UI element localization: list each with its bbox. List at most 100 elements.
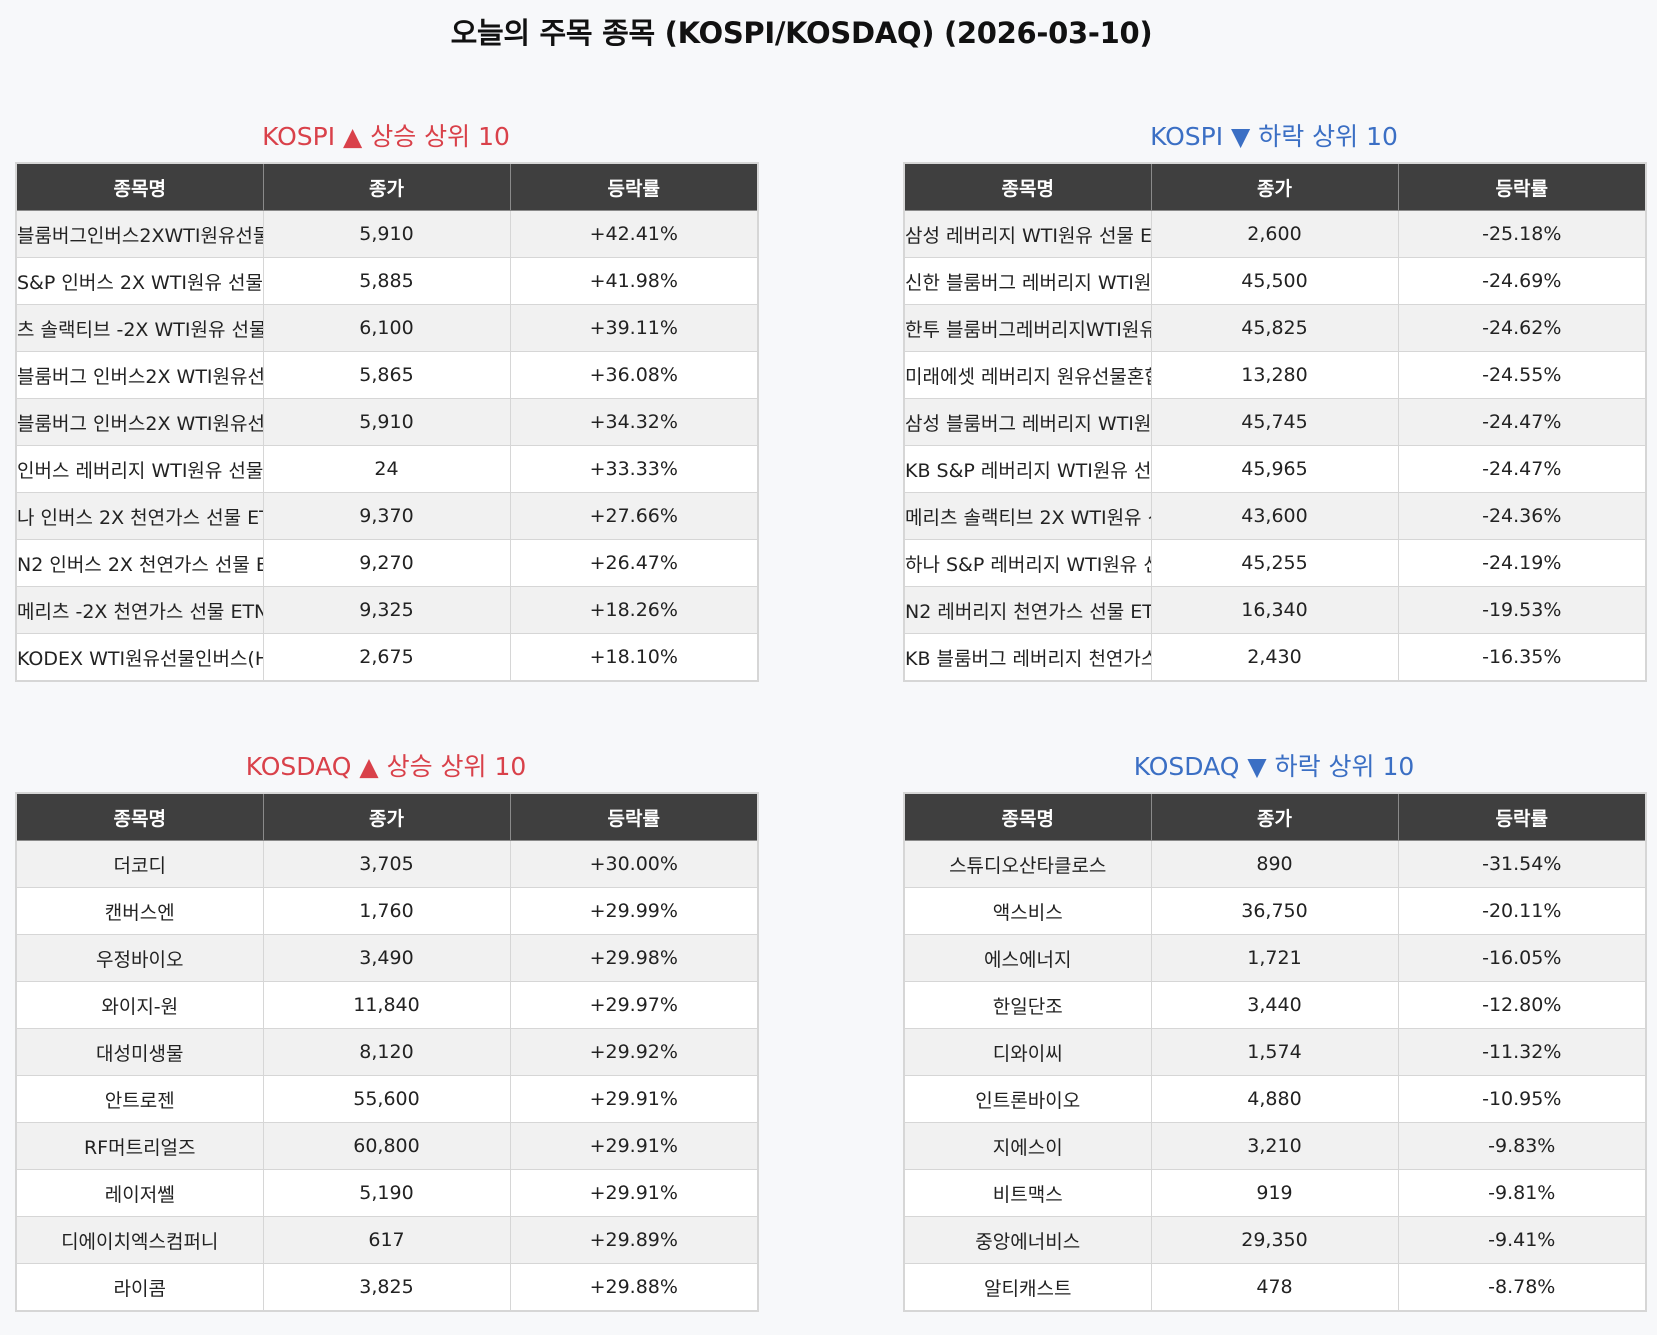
table-row: 하나 S&P 레버리지 WTI원유 선물 E45,255-24.19% (903, 539, 1647, 587)
close-price: 617 (262, 1216, 511, 1264)
close-price: 5,865 (262, 351, 511, 399)
table-row: 더코디 3,705 +30.00% (15, 840, 759, 888)
stock-name: 메리츠 -2X 천연가스 선물 ETN(H (17, 600, 263, 623)
stock-name-cell: 블룸버그 인버스2X WTI원유선물 (15, 398, 264, 446)
stock-name: 레이저쎌 (104, 1183, 175, 1206)
table-header-row: 종목명 종가 등락률 (903, 162, 1647, 211)
stock-name: 나 인버스 2X 천연가스 선물 ETN (17, 506, 263, 529)
close-price: 45,255 (1150, 539, 1399, 587)
stock-name: 더코디 (113, 854, 166, 877)
page-title: 오늘의 주목 종목 (KOSPI/KOSDAQ) (2026-03-10) (450, 16, 1153, 50)
table-row: 지에스이 3,210 -9.83% (903, 1122, 1647, 1170)
panel-kosdaq-up: KOSDAQ ▲ 상승 상위 10 종목명 종가 등락률 더코디 3,705 +30… (15, 748, 759, 1312)
table-kospi-down: 종목명 종가 등락률 삼성 레버리지 WTI원유 선물 ETI 2,600 -25.… (903, 162, 1647, 682)
panel-kospi-up: KOSPI ▲ 상승 상위 10 종목명 종가 등락률 블룸버그인버스2XWTI… (15, 118, 759, 682)
table-row: 삼성 블룸버그 레버리지 WTI원유선물45,745-24.47% (903, 398, 1647, 446)
close-price: 1,574 (1150, 1028, 1399, 1076)
stock-name: 삼성 레버리지 WTI원유 선물 ETI (905, 224, 1151, 247)
stock-name: 안트로젠 (104, 1089, 175, 1112)
stock-name-cell: 캔버스엔 (15, 887, 264, 935)
stock-name: KB 블룸버그 레버리지 천연가스 선물 (905, 647, 1150, 670)
stock-name: 블룸버그 인버스2X WTI원유선물 (17, 412, 263, 435)
stock-name-cell: KB 블룸버그 레버리지 천연가스 선물 (903, 633, 1152, 682)
stock-name-cell: 블룸버그인버스2XWTI원유선물 (15, 210, 264, 258)
stock-name-cell: 레이저쎌 (15, 1169, 264, 1217)
stock-name-cell: 삼성 레버리지 WTI원유 선물 ETI (903, 210, 1152, 258)
stock-name: RF머트리얼즈 (83, 1136, 196, 1159)
close-price: 478 (1150, 1263, 1399, 1312)
table-row: 인버스 레버리지 WTI원유 선물 ET24+33.33% (15, 445, 759, 493)
table-row: N2 인버스 2X 천연가스 선물 ET 9,270 +26.47% (15, 539, 759, 587)
table-kosdaq-up: 종목명 종가 등락률 더코디 3,705 +30.00% 캔버스엔 1,760 +29.9… (15, 792, 759, 1312)
close-price: 45,825 (1150, 304, 1399, 352)
stock-name: 지에스이 (992, 1136, 1063, 1159)
change-rate: -25.18% (1397, 210, 1647, 258)
stock-name-cell: 안트로젠 (15, 1075, 264, 1123)
table-row: N2 레버리지 천연가스 선물 ETN 16,340 -19.53% (903, 586, 1647, 634)
stock-name-cell: 비트맥스 (903, 1169, 1152, 1217)
header-name: 종목명 (903, 792, 1152, 841)
close-price: 60,800 (262, 1122, 511, 1170)
header-change: 등락률 (1397, 162, 1647, 211)
stock-name: 삼성 블룸버그 레버리지 WTI원유선물 (905, 412, 1151, 435)
panel-kosdaq-down: KOSDAQ ▼ 하락 상위 10 종목명 종가 등락률 스튜디오산타클로스 89… (903, 748, 1647, 1312)
change-rate: +26.47% (509, 539, 759, 587)
panel-title-kosdaq-down: KOSDAQ ▼ 하락 상위 10 (1133, 752, 1415, 781)
close-price: 1,721 (1150, 934, 1399, 982)
table-row: 알티캐스트 478 -8.78% (903, 1263, 1647, 1312)
change-rate: -24.19% (1397, 539, 1647, 587)
header-price: 종가 (262, 162, 511, 211)
table-row: 에스에너지 1,721 -16.05% (903, 934, 1647, 982)
stock-name-cell: 스튜디오산타클로스 (903, 840, 1152, 888)
table-header-row: 종목명 종가 등락률 (15, 162, 759, 211)
stock-name: N2 인버스 2X 천연가스 선물 ET (17, 553, 263, 576)
header-price: 종가 (262, 792, 511, 841)
table-row: 액스비스 36,750 -20.11% (903, 887, 1647, 935)
stock-name-cell: N2 레버리지 천연가스 선물 ETN (903, 586, 1152, 634)
change-rate: -24.55% (1397, 351, 1647, 399)
table-row: RF머트리얼즈 60,800 +29.91% (15, 1122, 759, 1170)
stock-name: 알티캐스트 (984, 1277, 1072, 1300)
stock-name-cell: 액스비스 (903, 887, 1152, 935)
stock-name: 캔버스엔 (104, 901, 175, 924)
close-price: 9,370 (262, 492, 511, 540)
change-rate: +29.97% (509, 981, 759, 1029)
header-price: 종가 (1150, 792, 1399, 841)
close-price: 5,885 (262, 257, 511, 305)
change-rate: +29.88% (509, 1263, 759, 1312)
panel-title-kosdaq-up: KOSDAQ ▲ 상승 상위 10 (245, 752, 527, 781)
close-price: 3,705 (262, 840, 511, 888)
header-change: 등락률 (1397, 792, 1647, 841)
stock-name-cell: N2 인버스 2X 천연가스 선물 ET (15, 539, 264, 587)
table-header-row: 종목명 종가 등락률 (15, 792, 759, 841)
table-row: 나 인버스 2X 천연가스 선물 ETN 9,370 +27.66% (15, 492, 759, 540)
stock-name-cell: 인트론바이오 (903, 1075, 1152, 1123)
stock-name: 스튜디오산타클로스 (949, 854, 1107, 877)
header-change: 등락률 (509, 792, 759, 841)
header-name: 종목명 (903, 162, 1152, 211)
table-row: S&P 인버스 2X WTI원유 선물 E 5,885 +41.98% (15, 257, 759, 305)
close-price: 1,760 (262, 887, 511, 935)
stock-name-cell: 메리츠 -2X 천연가스 선물 ETN(H (15, 586, 264, 634)
panel-title-kospi-down: KOSPI ▼ 하락 상위 10 (1150, 122, 1398, 151)
table-row: 메리츠 솔랙티브 2X WTI원유 선물 E43,600-24.36% (903, 492, 1647, 540)
close-price: 2,430 (1150, 633, 1399, 682)
close-price: 55,600 (262, 1075, 511, 1123)
header-name: 종목명 (15, 162, 264, 211)
change-rate: +29.89% (509, 1216, 759, 1264)
panel-kospi-down: KOSPI ▼ 하락 상위 10 종목명 종가 등락률 삼성 레버리지 WTI원… (903, 118, 1647, 682)
stock-name-cell: 메리츠 솔랙티브 2X WTI원유 선물 E (903, 492, 1152, 540)
stock-name: 한일단조 (992, 995, 1063, 1018)
change-rate: -19.53% (1397, 586, 1647, 634)
stock-name-cell: 미래에셋 레버리지 원유선물혼합 ET (903, 351, 1152, 399)
close-price: 3,825 (262, 1263, 511, 1312)
table-row: 레이저쎌 5,190 +29.91% (15, 1169, 759, 1217)
close-price: 24 (262, 445, 511, 493)
stock-name-cell: 우정바이오 (15, 934, 264, 982)
change-rate: -31.54% (1397, 840, 1647, 888)
close-price: 36,750 (1150, 887, 1399, 935)
close-price: 45,745 (1150, 398, 1399, 446)
stock-name: 우정바이오 (96, 948, 184, 971)
stock-name-cell: KB S&P 레버리지 WTI원유 선물 ET (903, 445, 1152, 493)
close-price: 13,280 (1150, 351, 1399, 399)
